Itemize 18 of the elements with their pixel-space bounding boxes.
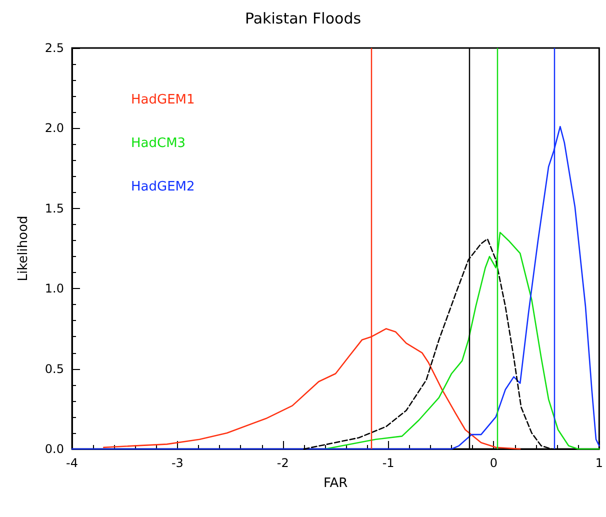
y-tick-label: 0.5 [44,362,64,376]
text: HadGEM2 [131,180,195,194]
y-tick-label: 2.0 [44,121,64,136]
x-tick-label: -2 [276,456,289,470]
y-axis-title: Likelihood [16,216,31,282]
chart-title: Pakistan Floods [244,10,362,28]
x-tick-label: 1 [595,456,604,470]
text: HadCM3 [131,136,186,151]
y-tick-label: 0.0 [44,442,64,456]
x-tick-label: -3 [171,456,184,470]
y-tick-label: 2.5 [44,41,64,55]
x-tick-label: 0 [490,456,498,470]
x-tick-label: -4 [66,456,78,470]
y-tick-label: 1.5 [44,201,64,216]
x-axis-title: FAR [323,476,348,491]
x-tick-label: -1 [382,456,394,470]
text: HadGEM1 [131,92,195,108]
y-tick-label: 1.0 [44,282,64,296]
